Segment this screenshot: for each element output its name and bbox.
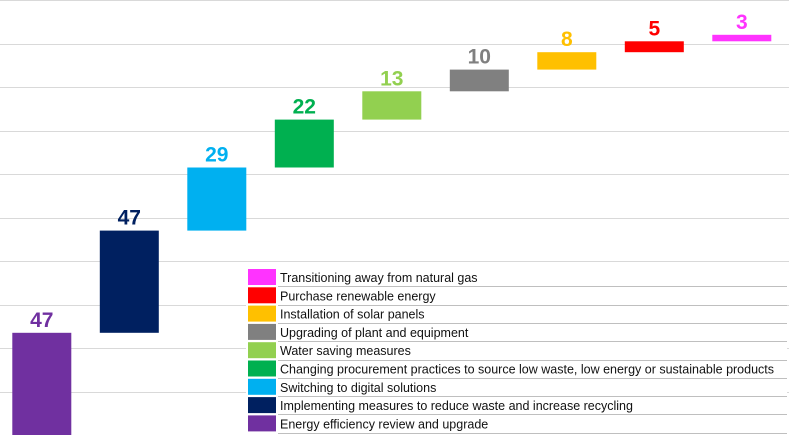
- bars: [12, 34, 772, 435]
- legend-swatch: [248, 323, 276, 340]
- bar: [449, 69, 509, 92]
- legend-label: Upgrading of plant and equipment: [280, 326, 469, 340]
- legend-swatch: [248, 305, 276, 322]
- legend-label: Changing procurement practices to source…: [280, 363, 774, 377]
- bar: [187, 167, 247, 231]
- legend-label: Energy efficiency review and upgrade: [280, 417, 488, 431]
- legend-swatch: [248, 269, 276, 285]
- data-label: 5: [648, 17, 660, 40]
- legend-swatch: [248, 378, 276, 395]
- legend-swatch: [248, 287, 276, 304]
- bar: [12, 332, 72, 435]
- legend-label: Water saving measures: [280, 344, 411, 358]
- data-label: 10: [468, 46, 491, 69]
- data-label: 22: [293, 96, 316, 119]
- legend-swatch: [248, 415, 276, 432]
- data-label: 47: [30, 309, 53, 332]
- data-label: 29: [205, 144, 228, 167]
- data-label: 13: [380, 67, 403, 90]
- legend-background: [246, 268, 787, 433]
- bar: [624, 41, 684, 53]
- legend-label: Purchase renewable energy: [280, 289, 436, 303]
- legend-label: Installation of solar panels: [280, 308, 425, 322]
- legend-swatch: [248, 360, 276, 377]
- bar: [712, 34, 772, 42]
- legend-label: Switching to digital solutions: [280, 381, 436, 395]
- bar: [99, 230, 159, 333]
- legend: Transitioning away from natural gas Purch…: [246, 268, 787, 434]
- bar: [362, 91, 422, 120]
- data-label: 47: [118, 207, 141, 230]
- data-label: 8: [561, 28, 573, 51]
- legend-swatch: [248, 397, 276, 414]
- legend-label: Transitioning away from natural gas: [280, 271, 478, 285]
- bar: [274, 119, 334, 168]
- legend-swatch: [248, 342, 276, 359]
- legend-label: Implementing measures to reduce waste an…: [280, 399, 633, 413]
- value-labels: 47 47 29 22 13 10 8 5 3: [30, 11, 748, 332]
- data-label: 3: [736, 11, 748, 34]
- bar: [537, 52, 597, 70]
